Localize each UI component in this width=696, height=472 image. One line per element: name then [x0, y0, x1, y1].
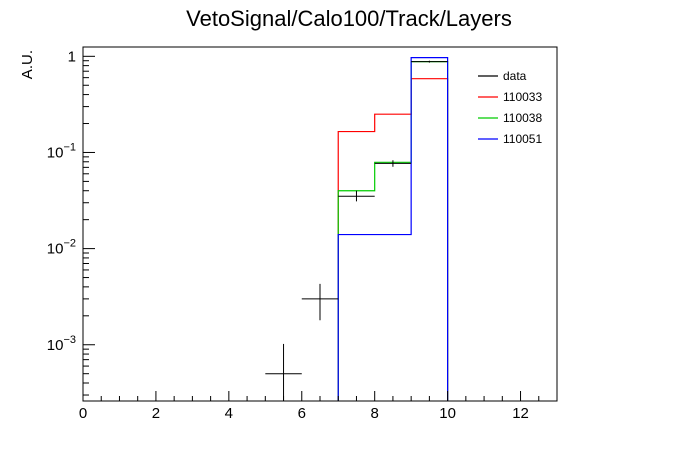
- plot-area: [265, 56, 449, 401]
- series-110033-line: [337, 78, 449, 401]
- y-tick-label: 10−1: [47, 141, 76, 161]
- legend-label: 110038: [503, 111, 542, 125]
- legend-entry: 110051: [478, 132, 542, 146]
- data-point: [265, 343, 302, 401]
- data-point: [301, 283, 339, 321]
- y-axis-label: A.U.: [19, 50, 36, 79]
- data-point: [411, 60, 448, 63]
- x-tick-label: 12: [512, 405, 529, 422]
- x-tick-label: 8: [371, 405, 379, 422]
- legend-label: 110033: [503, 90, 542, 104]
- y-tick-label: 10−3: [47, 334, 76, 354]
- legend: data 110033 110038 110051: [478, 69, 542, 146]
- x-tick-label: 4: [225, 405, 233, 422]
- y-tick-label: 1: [68, 48, 76, 65]
- legend-label: data: [503, 69, 527, 83]
- plot-frame: [82, 46, 558, 402]
- legend-entry: 110038: [478, 111, 542, 125]
- legend-label: 110051: [503, 132, 542, 146]
- legend-entry: data: [478, 69, 527, 83]
- data-point: [374, 160, 412, 167]
- x-tick-label: 10: [439, 405, 456, 422]
- series-110038-line: [337, 61, 449, 401]
- series-110051-line: [337, 56, 449, 401]
- chart-title: VetoSignal/Calo100/Track/Layers: [186, 6, 512, 31]
- x-tick-label: 6: [298, 405, 306, 422]
- legend-entry: 110033: [478, 90, 542, 104]
- x-tick-label: 2: [152, 405, 160, 422]
- data-point: [338, 190, 375, 202]
- axes: 0 2 4 6 8 10 12 10−3 10−2 10−1 1: [47, 48, 558, 422]
- y-tick-label: 10−2: [47, 238, 76, 258]
- x-tick-label: 0: [79, 405, 87, 422]
